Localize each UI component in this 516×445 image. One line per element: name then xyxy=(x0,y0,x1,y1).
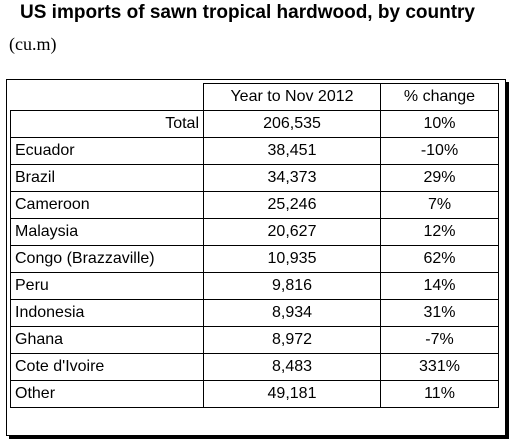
country-cell: Brazil xyxy=(10,164,204,192)
change-cell: 62% xyxy=(380,245,499,273)
table-row: Congo (Brazzaville) 10,935 62% xyxy=(10,245,499,273)
header-percent-change: % change xyxy=(380,83,499,111)
table-row: Ghana 8,972 -7% xyxy=(10,326,499,354)
total-change: 10% xyxy=(380,110,499,138)
table-row: Indonesia 8,934 31% xyxy=(10,299,499,327)
value-cell: 49,181 xyxy=(203,380,381,408)
total-row: Total 206,535 10% xyxy=(10,110,499,138)
country-cell: Malaysia xyxy=(10,218,204,246)
country-cell: Cote d'Ivoire xyxy=(10,353,204,381)
value-cell: 34,373 xyxy=(203,164,381,192)
table-row: Peru 9,816 14% xyxy=(10,272,499,300)
table-row: Cameroon 25,246 7% xyxy=(10,191,499,219)
total-value: 206,535 xyxy=(203,110,381,138)
table-frame: Year to Nov 2012 % change Total 206,535 … xyxy=(6,79,506,436)
change-cell: 29% xyxy=(380,164,499,192)
change-cell: 11% xyxy=(380,380,499,408)
value-cell: 9,816 xyxy=(203,272,381,300)
change-cell: -7% xyxy=(380,326,499,354)
change-cell: -10% xyxy=(380,137,499,165)
value-cell: 25,246 xyxy=(203,191,381,219)
country-cell: Ecuador xyxy=(10,137,204,165)
change-cell: 14% xyxy=(380,272,499,300)
change-cell: 331% xyxy=(380,353,499,381)
change-cell: 31% xyxy=(380,299,499,327)
country-cell: Indonesia xyxy=(10,299,204,327)
total-label: Total xyxy=(10,110,204,138)
change-cell: 12% xyxy=(380,218,499,246)
value-cell: 38,451 xyxy=(203,137,381,165)
unit-label: (cu.m) xyxy=(9,34,57,54)
change-cell: 7% xyxy=(380,191,499,219)
country-cell: Cameroon xyxy=(10,191,204,219)
value-cell: 8,483 xyxy=(203,353,381,381)
table-row: Other 49,181 11% xyxy=(10,380,499,408)
page-title: US imports of sawn tropical hardwood, by… xyxy=(20,2,475,23)
header-country xyxy=(10,83,204,111)
table-row: Ecuador 38,451 -10% xyxy=(10,137,499,165)
value-cell: 20,627 xyxy=(203,218,381,246)
country-cell: Ghana xyxy=(10,326,204,354)
table-row: Cote d'Ivoire 8,483 331% xyxy=(10,353,499,381)
imports-table: Year to Nov 2012 % change Total 206,535 … xyxy=(10,83,499,408)
value-cell: 8,934 xyxy=(203,299,381,327)
country-cell: Peru xyxy=(10,272,204,300)
header-year-to-nov-2012: Year to Nov 2012 xyxy=(203,83,381,111)
table-row: Brazil 34,373 29% xyxy=(10,164,499,192)
table-row: Malaysia 20,627 12% xyxy=(10,218,499,246)
table-header-row: Year to Nov 2012 % change xyxy=(10,83,499,111)
country-cell: Other xyxy=(10,380,204,408)
value-cell: 8,972 xyxy=(203,326,381,354)
country-cell: Congo (Brazzaville) xyxy=(10,245,204,273)
value-cell: 10,935 xyxy=(203,245,381,273)
